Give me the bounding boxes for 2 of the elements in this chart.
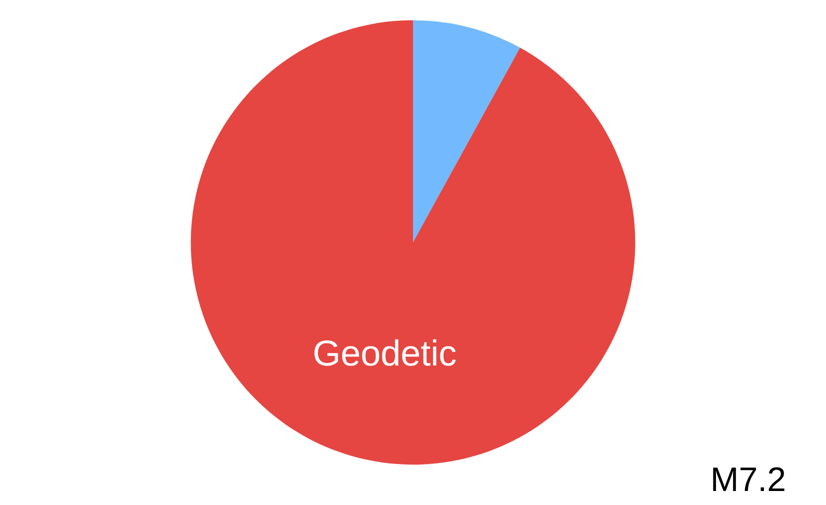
slice-label: Geodetic	[312, 332, 457, 374]
text: M7.2	[710, 461, 786, 499]
